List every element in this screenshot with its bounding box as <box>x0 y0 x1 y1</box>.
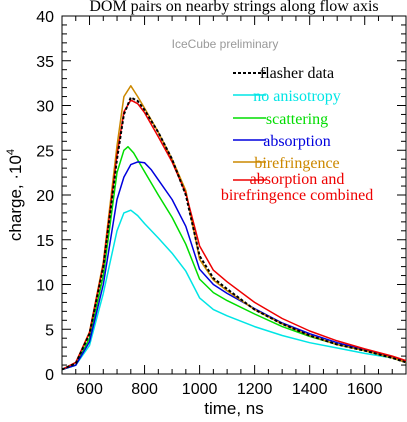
x-tick-label: 600 <box>76 381 103 398</box>
legend-label: absorption <box>263 133 331 150</box>
legend-label: birefringence combined <box>221 187 373 204</box>
x-tick-label: 1400 <box>292 381 328 398</box>
x-tick-label: 1200 <box>237 381 273 398</box>
x-tick-label: 800 <box>131 381 158 398</box>
y-tick-label: 20 <box>36 188 54 205</box>
legend-label: flasher data <box>260 65 334 82</box>
series-line-birefringence <box>61 85 407 371</box>
y-tick-label: 10 <box>36 278 54 295</box>
legend-label: no anisotropy <box>253 88 341 105</box>
series-line-no-anisotropy <box>61 209 407 371</box>
series-line-absorption <box>61 161 407 371</box>
y-axis-label-main: charge, ·10 <box>6 155 25 241</box>
y-tick-label: 5 <box>45 322 54 339</box>
x-tick-label: 1600 <box>347 381 383 398</box>
axis-ticks: 600 800 1000 1200 1400 1600 0 5 10 15 20 25 30 35 40 <box>36 9 407 398</box>
x-tick-label: 1000 <box>182 381 218 398</box>
y-tick-label: 40 <box>36 9 54 26</box>
y-tick-label: 0 <box>45 367 54 384</box>
legend-label: birefringence <box>254 155 339 172</box>
y-tick-label: 15 <box>36 233 54 250</box>
chart-title: DOM pairs on nearby strings along flow a… <box>89 0 378 15</box>
watermark-text: IceCube preliminary <box>172 37 279 51</box>
y-axis-label: charge, ·104 <box>5 149 25 241</box>
legend-label: scattering <box>266 111 328 128</box>
series-lines <box>61 85 407 371</box>
legend-label: absorption and <box>250 171 345 188</box>
y-axis-label-exponent: 4 <box>5 149 17 155</box>
y-tick-label: 35 <box>36 54 54 71</box>
y-tick-label: 25 <box>36 143 54 160</box>
series-line-flasher-data <box>61 96 407 371</box>
legend: flasher data no anisotropy scattering absor… <box>221 65 373 204</box>
x-axis-label: time, ns <box>204 399 264 418</box>
series-line-absorption-and-birefringence-combined <box>61 99 407 371</box>
y-tick-label: 30 <box>36 99 54 116</box>
